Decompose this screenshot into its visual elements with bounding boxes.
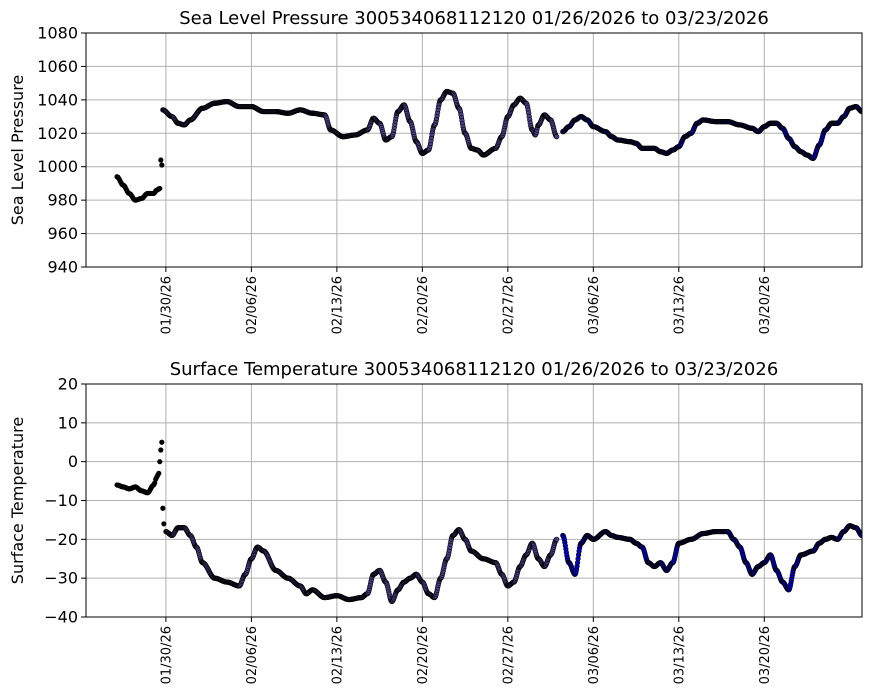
pressure-ytick-label: 1060 — [37, 57, 78, 76]
temperature-ytick-label: 10 — [58, 413, 78, 432]
pressure-ytick-label: 1040 — [37, 90, 78, 109]
pressure-ytick-label: 960 — [47, 224, 78, 243]
pressure-series-2 — [560, 103, 862, 161]
pressure-data — [114, 88, 862, 203]
temperature-point — [157, 459, 163, 465]
temperature-point — [158, 447, 164, 453]
pressure-ytick-label: 940 — [47, 258, 78, 277]
temperature-point — [160, 505, 166, 511]
temperature-ytick-label: −40 — [44, 608, 78, 627]
pressure-point — [554, 134, 560, 140]
pressure-ylabel: Sea Level Pressure — [8, 75, 27, 226]
temperature-xtick-label: 01/30/26 — [159, 626, 174, 684]
pressure-series-1 — [160, 88, 560, 158]
temperature-series-0 — [114, 439, 167, 527]
pressure-xtick-label: 03/06/26 — [587, 276, 602, 334]
temperature-ylabel: Surface Temperature — [8, 417, 27, 584]
temperature-data — [114, 439, 862, 605]
temperature-ytick-label: −30 — [44, 569, 78, 588]
temperature-xtick-label: 02/20/26 — [416, 626, 431, 684]
temperature-point — [161, 521, 167, 527]
pressure-ytick-label: 1000 — [37, 157, 78, 176]
pressure-xtick-label: 02/13/26 — [330, 276, 345, 334]
pressure-ytick-label: 1080 — [37, 24, 78, 43]
pressure-chart: 940 960 980 1000 1020 1040 1060 1080 01/30/26 02/… — [8, 8, 863, 334]
pressure-point — [159, 162, 165, 168]
pressure-title: Sea Level Pressure 300534068112120 01/26… — [179, 8, 769, 29]
temperature-title: Surface Temperature 300534068112120 01/2… — [170, 359, 779, 380]
temperature-chart: −40 −30 −20 −10 0 10 20 01/30/26 02/06/26 02/13/2… — [8, 359, 863, 684]
temperature-ytick-label: 20 — [58, 375, 78, 394]
temperature-xtick-label: 02/06/26 — [245, 626, 260, 684]
pressure-xtick-label: 02/20/26 — [416, 276, 431, 334]
temperature-point — [159, 439, 165, 445]
temperature-xtick-label: 02/13/26 — [330, 626, 345, 684]
temperature-xtick-label: 03/06/26 — [587, 626, 602, 684]
temperature-ytick-label: −20 — [44, 530, 78, 549]
pressure-xtick-label: 03/13/26 — [672, 276, 687, 334]
pressure-ytick-label: 980 — [47, 191, 78, 210]
pressure-series-0 — [114, 157, 165, 203]
temperature-point — [859, 532, 862, 539]
pressure-xtick-label: 02/06/26 — [245, 276, 260, 334]
pressure-axes-frame — [85, 32, 863, 268]
pressure-point — [157, 185, 163, 192]
pressure-point — [158, 157, 164, 163]
pressure-xtick-label: 03/20/26 — [758, 276, 773, 334]
temperature-ytick-label: 0 — [68, 452, 78, 471]
temperature-ytick-label: −10 — [44, 491, 78, 510]
temperature-series-2 — [560, 523, 862, 593]
temperature-xtick-label: 02/27/26 — [501, 626, 516, 684]
temperature-series-1 — [163, 525, 560, 605]
temperature-xtick-label: 03/13/26 — [672, 626, 687, 684]
temperature-xtick-label: 03/20/26 — [758, 626, 773, 684]
temperature-point — [554, 536, 560, 542]
pressure-xtick-label: 02/27/26 — [501, 276, 516, 334]
pressure-xtick-label: 01/30/26 — [159, 276, 174, 334]
pressure-ytick-label: 1020 — [37, 124, 78, 143]
temperature-point — [156, 470, 162, 476]
